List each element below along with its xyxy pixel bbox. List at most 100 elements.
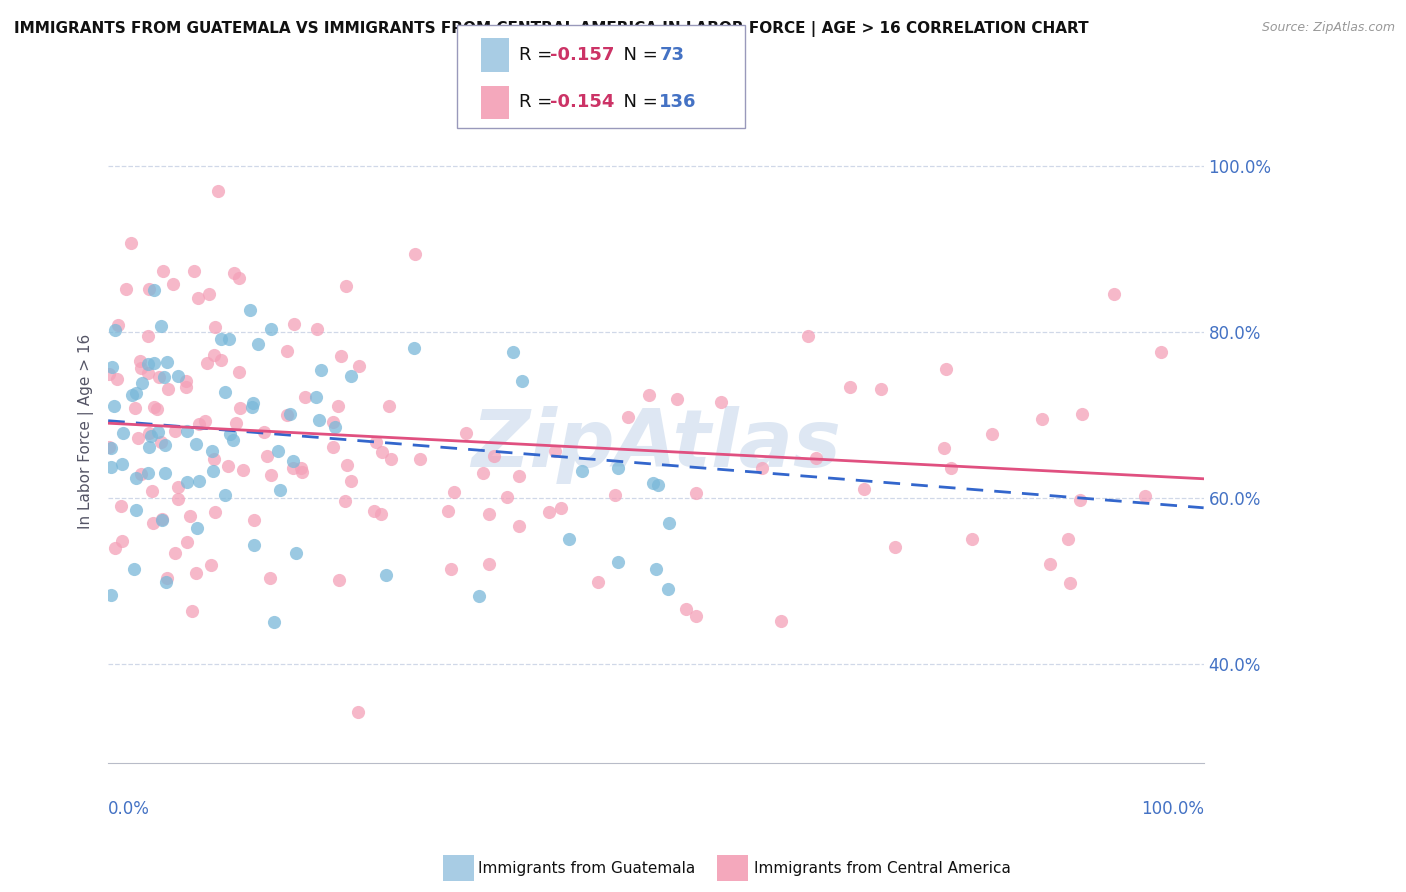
Point: [508, 469, 530, 483]
Point: [571, 464, 593, 478]
Point: [537, 505, 560, 519]
Point: [375, 567, 398, 582]
Point: [186, 436, 208, 450]
Point: [934, 442, 956, 456]
Point: [174, 380, 197, 394]
Point: [472, 466, 495, 480]
Point: [347, 705, 370, 719]
Point: [340, 368, 363, 383]
Point: [150, 513, 173, 527]
Point: [294, 391, 316, 405]
Point: [675, 601, 697, 615]
Point: [283, 454, 305, 468]
Point: [502, 345, 524, 359]
Point: [269, 483, 291, 497]
Point: [228, 365, 250, 379]
Point: [290, 461, 312, 475]
Point: [305, 390, 328, 404]
Point: [239, 303, 262, 318]
Point: [142, 400, 165, 414]
Text: Immigrants from Central America: Immigrants from Central America: [754, 862, 1011, 876]
Point: [131, 467, 153, 481]
Point: [1059, 576, 1081, 591]
Point: [152, 264, 174, 278]
Point: [138, 426, 160, 441]
Point: [98, 367, 121, 381]
Text: 136: 136: [659, 94, 697, 112]
Point: [167, 369, 190, 384]
Point: [179, 509, 201, 524]
Point: [155, 467, 177, 481]
Point: [443, 484, 465, 499]
Point: [111, 457, 134, 471]
Point: [308, 413, 330, 427]
Point: [194, 414, 217, 428]
Point: [1071, 407, 1094, 421]
Point: [156, 383, 179, 397]
Point: [218, 332, 240, 346]
Point: [378, 399, 401, 413]
Point: [122, 562, 145, 576]
Point: [181, 604, 204, 618]
Point: [658, 516, 681, 531]
Point: [146, 425, 169, 440]
Point: [120, 235, 142, 250]
Point: [207, 184, 229, 198]
Point: [100, 588, 122, 602]
Point: [107, 318, 129, 332]
Point: [1056, 533, 1078, 547]
Point: [1133, 489, 1156, 503]
Point: [142, 516, 165, 531]
Point: [100, 441, 122, 455]
Y-axis label: In Labor Force | Age > 16: In Labor Force | Age > 16: [79, 334, 94, 529]
Point: [322, 415, 344, 429]
Point: [200, 558, 222, 572]
Point: [202, 348, 225, 362]
Point: [404, 246, 426, 260]
Text: 100.0%: 100.0%: [1140, 800, 1204, 818]
Point: [139, 428, 162, 442]
Point: [641, 475, 664, 490]
Point: [228, 271, 250, 285]
Point: [266, 444, 288, 458]
Point: [335, 278, 357, 293]
Point: [283, 317, 305, 331]
Point: [167, 479, 190, 493]
Point: [136, 357, 159, 371]
Point: [229, 401, 252, 415]
Point: [121, 388, 143, 402]
Point: [243, 538, 266, 552]
Point: [647, 478, 669, 492]
Point: [328, 574, 350, 588]
Point: [1069, 493, 1091, 508]
Point: [138, 283, 160, 297]
Point: [243, 513, 266, 527]
Text: Source: ZipAtlas.com: Source: ZipAtlas.com: [1261, 21, 1395, 34]
Point: [478, 508, 501, 522]
Point: [328, 400, 350, 414]
Point: [209, 352, 232, 367]
Point: [100, 459, 122, 474]
Point: [935, 362, 957, 376]
Point: [544, 443, 567, 458]
Point: [278, 408, 301, 422]
Point: [100, 359, 122, 374]
Point: [363, 504, 385, 518]
Point: [586, 575, 609, 590]
Point: [276, 408, 298, 422]
Point: [960, 533, 983, 547]
Text: -0.157: -0.157: [550, 45, 614, 63]
Point: [323, 420, 346, 434]
Point: [156, 571, 179, 585]
Point: [606, 555, 628, 569]
Point: [340, 474, 363, 488]
Point: [165, 424, 187, 438]
Point: [217, 459, 239, 474]
Point: [219, 427, 242, 442]
Point: [165, 546, 187, 560]
Point: [174, 374, 197, 388]
Point: [870, 382, 893, 396]
Text: 73: 73: [659, 45, 685, 63]
Point: [112, 425, 135, 440]
Text: 0.0%: 0.0%: [108, 800, 150, 818]
